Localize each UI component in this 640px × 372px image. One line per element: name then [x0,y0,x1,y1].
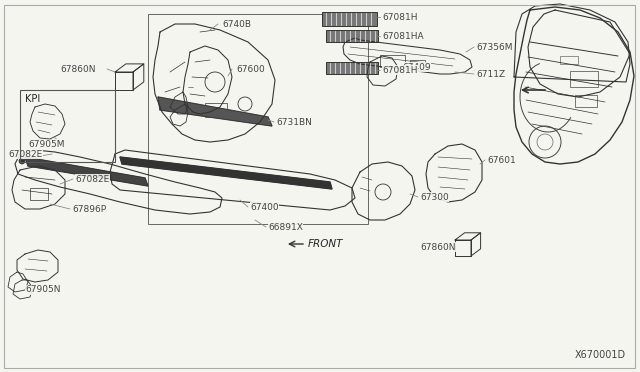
Text: 67300: 67300 [420,192,449,202]
Text: 67601: 67601 [487,155,516,164]
Polygon shape [158,97,272,126]
Text: 67082E: 67082E [75,174,109,183]
Text: FRONT: FRONT [308,239,344,249]
Text: 67896P: 67896P [72,205,106,214]
Text: KPI: KPI [25,94,40,104]
Text: 67860N: 67860N [60,64,95,74]
Text: 6740B: 6740B [222,19,251,29]
Bar [380,55,405,67]
Bar [560,56,578,64]
Text: 67905N: 67905N [25,285,61,295]
Bar [30,188,48,200]
Text: 67600: 67600 [236,64,265,74]
Bar [205,103,227,117]
Text: 67860N: 67860N [420,243,456,251]
Bar [326,30,378,42]
Text: 67081HA: 67081HA [382,32,424,41]
Text: 66891X: 66891X [268,222,303,231]
Bar [575,95,597,107]
Text: 67081H: 67081H [382,65,417,74]
Text: 67409: 67409 [402,62,431,71]
Bar [326,62,378,74]
Text: 6731BN: 6731BN [276,118,312,126]
Bar [570,71,598,87]
Text: 67081H: 67081H [382,13,417,22]
Text: X670001D: X670001D [575,350,626,360]
Text: 67082E: 67082E [8,150,42,158]
Polygon shape [25,157,148,186]
Circle shape [19,158,25,164]
Text: 67356M: 67356M [476,42,513,51]
Bar [322,12,377,26]
Bar [410,60,425,70]
Text: 67905M: 67905M [28,140,65,148]
Text: 6711Z: 6711Z [476,70,505,78]
Text: 67400: 67400 [250,202,278,212]
Polygon shape [120,157,332,189]
